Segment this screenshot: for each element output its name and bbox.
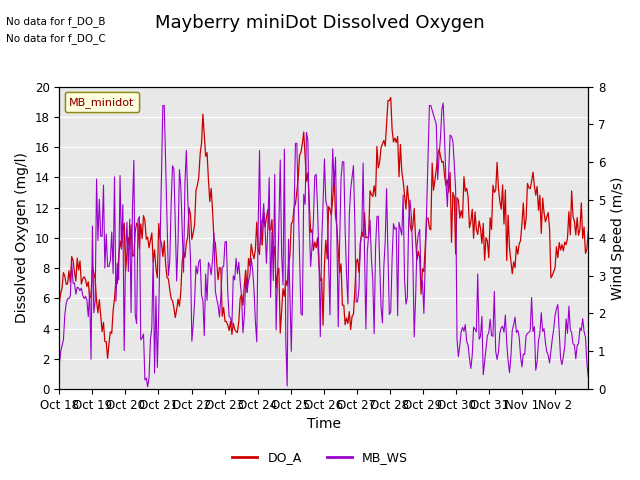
Text: No data for f_DO_C: No data for f_DO_C xyxy=(6,33,106,44)
X-axis label: Time: Time xyxy=(307,418,340,432)
Legend: MB_minidot: MB_minidot xyxy=(65,92,139,112)
Legend: DO_A, MB_WS: DO_A, MB_WS xyxy=(227,446,413,469)
Y-axis label: Wind Speed (m/s): Wind Speed (m/s) xyxy=(611,176,625,300)
Y-axis label: Dissolved Oxygen (mg/l): Dissolved Oxygen (mg/l) xyxy=(15,153,29,324)
Text: No data for f_DO_B: No data for f_DO_B xyxy=(6,16,106,27)
Text: Mayberry miniDot Dissolved Oxygen: Mayberry miniDot Dissolved Oxygen xyxy=(155,14,485,33)
